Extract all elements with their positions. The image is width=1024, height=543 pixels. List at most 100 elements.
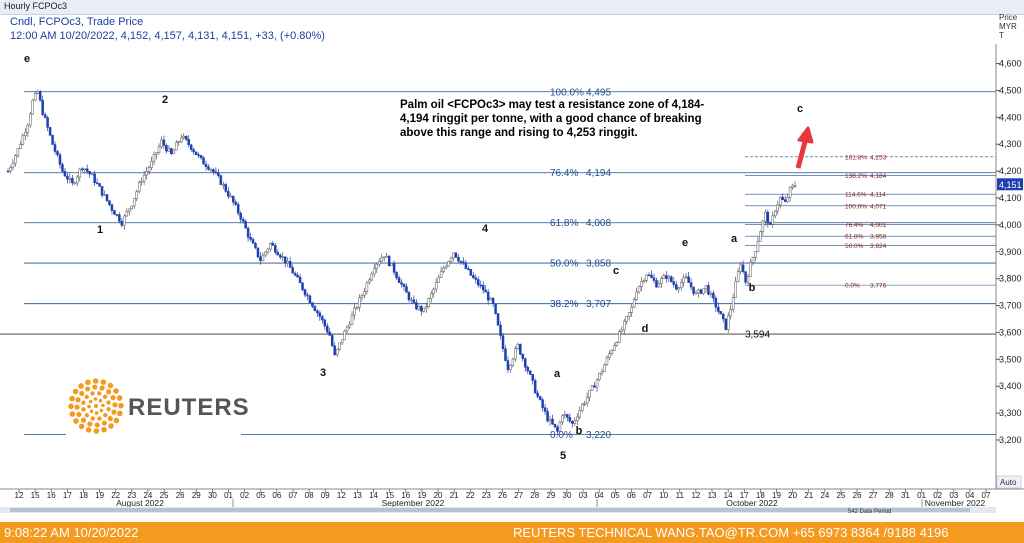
time-tick-label: 28 xyxy=(530,491,539,500)
price-tick-label: 4,200 xyxy=(999,166,1022,176)
candle-body xyxy=(217,172,220,176)
month-label: August 2022 xyxy=(116,498,164,508)
time-tick-label: 23 xyxy=(127,491,136,500)
candle-body xyxy=(526,366,529,372)
candle-body xyxy=(786,197,789,202)
candle-body xyxy=(712,292,715,299)
candle-body xyxy=(459,260,463,263)
candle-body xyxy=(600,371,604,374)
logo-dot xyxy=(111,409,117,415)
candle-body xyxy=(578,410,581,418)
candle-body xyxy=(21,135,25,145)
logo-dot xyxy=(88,399,93,404)
candle-body xyxy=(110,204,114,211)
scrollbar-thumb[interactable] xyxy=(10,508,970,512)
candle-body xyxy=(427,298,430,307)
candle-body xyxy=(422,307,426,312)
window-title: Hourly FCPOc3 xyxy=(4,1,68,11)
candle-body xyxy=(355,307,359,309)
candle-body xyxy=(439,271,443,278)
candle-body xyxy=(548,418,552,422)
candle-body xyxy=(511,358,515,366)
candle-body xyxy=(410,299,413,302)
candle-body xyxy=(417,306,421,310)
candle-body xyxy=(484,289,487,293)
zoom-auto-button[interactable] xyxy=(996,475,1022,489)
candle-body xyxy=(514,348,517,360)
candle-body xyxy=(771,215,775,225)
candle-body xyxy=(620,329,624,332)
candle-body xyxy=(598,372,601,380)
logo-dot xyxy=(99,408,104,413)
candle-body xyxy=(241,218,245,222)
support-value: 3,594 xyxy=(745,330,770,341)
time-tick-label: 17 xyxy=(740,491,749,500)
candle-body xyxy=(321,316,324,321)
candle-body xyxy=(63,171,67,177)
candle-body xyxy=(521,354,525,359)
wave-label: 5 xyxy=(560,450,566,462)
candle-body xyxy=(24,132,27,137)
candle-body xyxy=(407,292,411,301)
time-tick-label: 21 xyxy=(804,491,813,500)
price-tick-label: 3,200 xyxy=(999,435,1022,445)
candle-body xyxy=(261,254,265,262)
logo-dot xyxy=(90,391,95,396)
candle-body xyxy=(751,257,755,263)
candle-body xyxy=(722,313,725,320)
fib-small-value: 3,776 xyxy=(870,283,887,290)
wave-label: b xyxy=(576,425,583,437)
candle-body xyxy=(697,289,700,294)
wave-label: e xyxy=(682,237,688,249)
time-tick-label: 21 xyxy=(450,491,459,500)
time-tick-label: 13 xyxy=(708,491,717,500)
candle-body xyxy=(632,299,636,308)
time-axis[interactable]: 12 15 16 17 18 19 22 23 24 25 26 29 30 01 02 05 06 07 08 09… xyxy=(15,489,991,508)
candle-body xyxy=(358,297,361,308)
candle-body xyxy=(209,169,213,171)
candle-body xyxy=(212,169,215,173)
candle-body xyxy=(682,277,685,284)
candle-body xyxy=(464,262,468,269)
candle-body xyxy=(566,414,569,418)
candle-body xyxy=(165,144,168,152)
time-tick-label: 30 xyxy=(563,491,572,500)
candle-body xyxy=(759,231,762,242)
logo-dot xyxy=(106,400,111,405)
price-axis[interactable]: 3,200 3,300 3,400 3,500 3,600 3,700 3,800 3,900… xyxy=(996,59,1022,445)
time-tick-label: 19 xyxy=(772,491,781,500)
time-tick-label: 19 xyxy=(95,491,104,500)
candle-body xyxy=(150,160,153,168)
time-tick-label: 05 xyxy=(611,491,620,500)
candle-body xyxy=(704,285,708,289)
footer-credit: REUTERS TECHNICAL WANG.TAO@TR.COM +65 69… xyxy=(513,525,949,540)
candle-body xyxy=(167,148,171,152)
logo-dot xyxy=(89,409,94,414)
logo-dot xyxy=(81,400,86,405)
time-tick-label: 18 xyxy=(756,491,765,500)
candle-body xyxy=(504,348,507,361)
candle-body xyxy=(360,295,364,298)
candle-body xyxy=(301,282,304,290)
candle-body xyxy=(477,279,480,286)
candle-body xyxy=(125,211,129,217)
logo-dot xyxy=(110,395,116,401)
logo-dot xyxy=(76,411,82,417)
candle-body xyxy=(56,151,59,155)
candle-body xyxy=(71,177,74,184)
fib-main-percent: 38.2% xyxy=(550,299,578,310)
candle-body xyxy=(603,364,606,372)
candle-body xyxy=(499,324,502,336)
candle-body xyxy=(494,303,497,314)
candle-body xyxy=(88,171,91,175)
candle-body xyxy=(726,315,730,330)
candle-body xyxy=(491,298,495,304)
candle-body xyxy=(340,339,344,344)
candle-body xyxy=(650,274,653,278)
candle-body xyxy=(479,284,482,287)
candle-body xyxy=(533,380,537,394)
candle-body xyxy=(68,177,72,180)
candle-body xyxy=(551,418,554,425)
candle-body xyxy=(791,185,794,188)
